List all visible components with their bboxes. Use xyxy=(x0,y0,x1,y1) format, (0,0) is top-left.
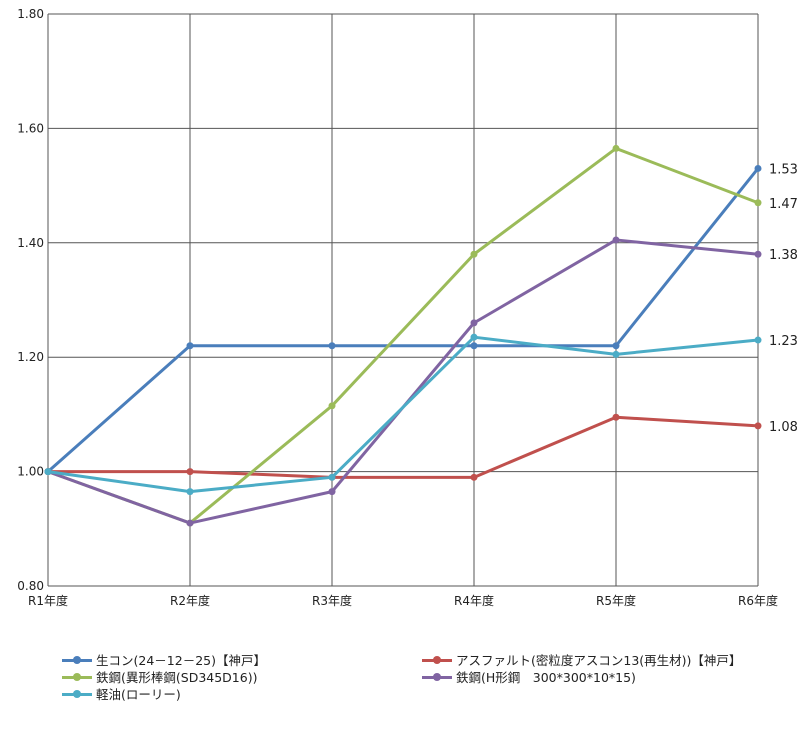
series-line xyxy=(47,335,759,494)
y-tick-label: 0.80 xyxy=(17,579,44,593)
data-point xyxy=(328,473,336,481)
legend-marker xyxy=(73,689,81,698)
data-point xyxy=(754,336,762,344)
series-line xyxy=(47,238,759,525)
y-tick-label: 1.80 xyxy=(17,7,44,21)
x-tick-label: R1年度 xyxy=(28,593,68,608)
end-value-label: 1.53 xyxy=(769,162,798,177)
legend-marker xyxy=(433,672,441,681)
y-tick-label: 1.00 xyxy=(17,465,44,479)
legend-marker xyxy=(73,655,81,664)
data-point xyxy=(470,333,478,341)
y-tick-label: 1.40 xyxy=(17,236,44,250)
data-point xyxy=(754,422,762,430)
data-point xyxy=(186,488,194,496)
line-chart: 0.80 1.00 1.20 1.40 1.60 1.80 R1年度 R2年度 R3年度 R4年… xyxy=(17,7,798,608)
legend-label: 軽油(ローリー) xyxy=(96,687,181,702)
legend-swatch xyxy=(422,655,452,665)
end-value-label: 1.23 xyxy=(769,334,798,349)
data-point xyxy=(754,250,762,258)
y-axis-tick-labels: 0.80 1.00 1.20 1.40 1.60 1.80 xyxy=(17,7,44,593)
data-point xyxy=(612,144,620,152)
legend-item-diesel: 軽油(ローリー) xyxy=(62,684,181,703)
series-line xyxy=(47,146,759,525)
data-point xyxy=(754,199,762,207)
series-lines xyxy=(44,144,762,527)
data-point xyxy=(328,488,336,496)
legend-item-h-beam: 鉄鋼(H形鋼 300*300*10*15) xyxy=(422,667,636,686)
data-point xyxy=(612,350,620,358)
legend-label: アスファルト(密粒度アスコン13(再生材))【神戸】 xyxy=(456,653,742,668)
legend-item-asphalt: アスファルト(密粒度アスコン13(再生材))【神戸】 xyxy=(422,650,741,669)
legend-marker xyxy=(73,672,81,681)
legend-label: 鉄鋼(H形鋼 300*300*10*15) xyxy=(456,670,636,685)
data-point xyxy=(754,164,762,172)
data-point xyxy=(612,236,620,244)
data-point xyxy=(186,342,194,350)
legend-swatch xyxy=(62,689,92,699)
x-tick-label: R4年度 xyxy=(454,593,494,608)
x-tick-label: R2年度 xyxy=(170,593,210,608)
legend-swatch xyxy=(62,672,92,682)
series-line xyxy=(48,415,759,479)
data-point xyxy=(612,413,620,421)
y-tick-label: 1.60 xyxy=(17,121,44,135)
end-value-label: 1.08 xyxy=(769,420,798,435)
data-point xyxy=(470,319,478,327)
legend-item-rebar: 鉄鋼(異形棒鋼(SD345D16)) xyxy=(62,667,257,686)
end-value-labels: 1.53 1.08 1.47 1.38 1.23 xyxy=(769,162,798,434)
y-tick-label: 1.20 xyxy=(17,350,44,364)
series-line xyxy=(47,167,760,473)
legend-label: 生コン(24－12－25)【神戸】 xyxy=(96,653,266,668)
data-point xyxy=(328,342,336,350)
data-point xyxy=(470,250,478,258)
data-point xyxy=(328,402,336,410)
legend-label: 鉄鋼(異形棒鋼(SD345D16)) xyxy=(96,670,258,685)
data-point xyxy=(612,342,620,350)
legend-item-namacon: 生コン(24－12－25)【神戸】 xyxy=(62,650,266,669)
end-value-label: 1.47 xyxy=(769,197,798,212)
data-point xyxy=(186,468,194,476)
end-value-label: 1.38 xyxy=(769,248,798,263)
legend-marker xyxy=(433,655,441,664)
data-point xyxy=(44,468,52,476)
x-axis-tick-labels: R1年度 R2年度 R3年度 R4年度 R5年度 R6年度 xyxy=(28,593,778,608)
data-point xyxy=(186,519,194,527)
legend-swatch xyxy=(422,672,452,682)
data-point xyxy=(470,473,478,481)
x-tick-label: R6年度 xyxy=(738,593,778,608)
legend-swatch xyxy=(62,655,92,665)
x-tick-label: R3年度 xyxy=(312,593,352,608)
data-point xyxy=(470,342,478,350)
x-tick-label: R5年度 xyxy=(596,593,636,608)
